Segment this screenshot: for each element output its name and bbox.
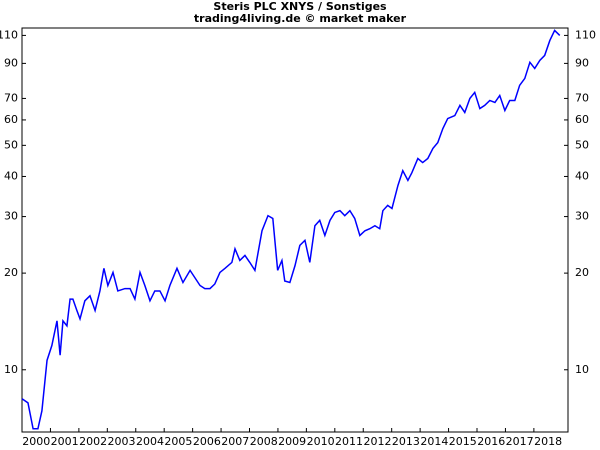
x-tick-label: 2005 — [164, 435, 192, 448]
x-tick-label: 2006 — [193, 435, 221, 448]
y-tick-label-right: 50 — [575, 138, 589, 151]
x-tick-label: 2003 — [108, 435, 136, 448]
y-tick-label: 60 — [4, 113, 18, 126]
y-tick-label: 50 — [4, 138, 18, 151]
x-tick-label: 2011 — [335, 435, 363, 448]
x-tick-label: 2015 — [449, 435, 477, 448]
x-tick-label: 2004 — [136, 435, 164, 448]
chart-subtitle: trading4living.de © market maker — [194, 12, 407, 25]
chart-title: Steris PLC XNYS / Sonstiges — [213, 0, 387, 13]
y-tick-label-right: 70 — [575, 91, 589, 104]
price-line — [21, 29, 561, 430]
y-tick-label: 20 — [4, 266, 18, 279]
y-tick-label-right: 110 — [575, 28, 596, 41]
y-tick-label: 10 — [4, 363, 18, 376]
x-tick-label: 2017 — [506, 435, 534, 448]
x-tick-label: 2010 — [307, 435, 335, 448]
y-tick-label-right: 20 — [575, 266, 589, 279]
x-tick-label: 2008 — [250, 435, 278, 448]
y-tick-label: 90 — [4, 56, 18, 69]
x-tick-label: 2016 — [477, 435, 505, 448]
x-tick-label: 2001 — [51, 435, 79, 448]
x-tick-label: 2000 — [22, 435, 50, 448]
y-tick-label-right: 90 — [575, 56, 589, 69]
x-tick-label: 2014 — [420, 435, 448, 448]
y-tick-label-right: 10 — [575, 363, 589, 376]
x-tick-label: 2002 — [79, 435, 107, 448]
x-tick-label: 2012 — [363, 435, 391, 448]
plot-frame — [21, 27, 569, 433]
x-tick-label: 2018 — [534, 435, 562, 448]
y-tick-label: 40 — [4, 169, 18, 182]
y-tick-label: 70 — [4, 91, 18, 104]
x-tick-label: 2007 — [221, 435, 249, 448]
y-tick-label: 110 — [0, 28, 18, 41]
y-tick-label-right: 30 — [575, 210, 589, 223]
x-tick-label: 2009 — [278, 435, 306, 448]
y-tick-label: 30 — [4, 210, 18, 223]
x-tick-label: 2013 — [392, 435, 420, 448]
y-tick-label-right: 40 — [575, 169, 589, 182]
y-tick-label-right: 60 — [575, 113, 589, 126]
